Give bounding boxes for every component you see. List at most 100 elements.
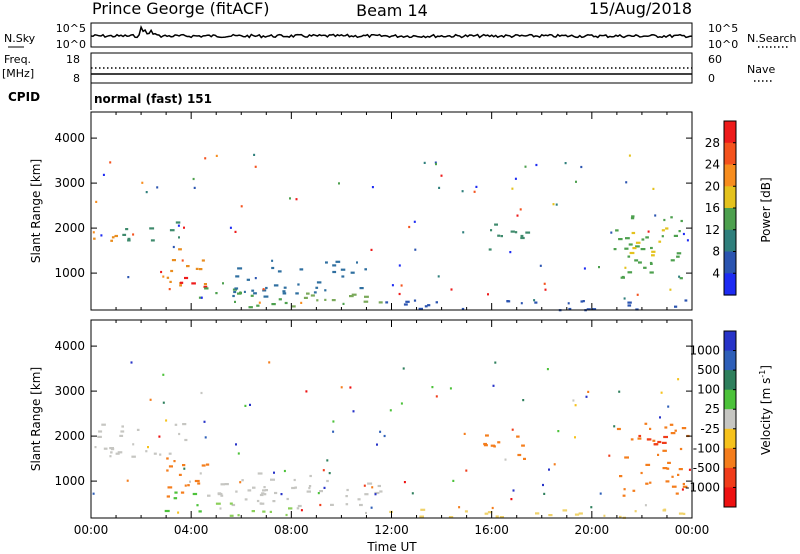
power-y-tick-label: 1000 (54, 266, 85, 280)
velocity-scatter-cell (681, 488, 684, 491)
velocity-echo-cell (173, 497, 178, 500)
power-scatter-cell (193, 186, 196, 189)
power-scatter-cell (575, 180, 577, 183)
power-echo-cell (316, 299, 319, 302)
velocity-echo-cell (294, 486, 297, 489)
velocity-scatter-cell (504, 458, 507, 461)
power-scatter-cell (414, 248, 417, 251)
velocity-echo-cell (178, 473, 182, 476)
power-scatter-cell (636, 293, 639, 296)
velocity-echo-cell (132, 443, 135, 446)
velocity-echo-cell (173, 460, 176, 463)
power-echo-cell (591, 308, 597, 311)
velocity-echo-cell (495, 515, 499, 518)
velocity-scatter-cell (660, 391, 663, 394)
velocity-echo-cell (259, 502, 262, 505)
velocity-echo-cell (184, 438, 188, 442)
power-echo-cell (324, 298, 327, 301)
power-scatter-cell (533, 299, 536, 302)
velocity-echo-cell (624, 456, 629, 459)
power-echo-cell (263, 295, 269, 298)
nave-right-label: Nave (747, 63, 775, 76)
velocity-echo-cell (182, 464, 186, 467)
velocity-echo-cell (145, 450, 148, 453)
power-scatter-cell (141, 181, 144, 184)
velocity-echo-cell (98, 430, 103, 433)
power-scatter-cell (624, 266, 627, 269)
velocity-echo-cell (523, 457, 526, 460)
velocity-scatter-cell (352, 410, 355, 413)
power-echo-cell (413, 299, 417, 302)
velocity-echo-cell (653, 443, 658, 446)
velocity-scatter-cell (553, 463, 556, 466)
velocity-echo-cell (671, 485, 677, 488)
power-scatter-cell (102, 173, 105, 176)
power-colorbar-tick-label: 8 (712, 245, 720, 259)
power-echo-cell (232, 294, 235, 298)
velocity-echo-cell (265, 489, 268, 492)
x-tick-label: 00:00 (675, 523, 710, 537)
velocity-scatter-cell (494, 361, 497, 364)
power-echo-cell (110, 239, 113, 242)
velocity-scatter-cell (365, 511, 367, 515)
velocity-echo-cell (272, 500, 276, 503)
velocity-scatter-cell (332, 430, 335, 433)
power-echo-cell (243, 290, 246, 293)
velocity-echo-cell (286, 497, 289, 501)
power-echo-cell (385, 301, 389, 304)
velocity-scatter-cell (546, 368, 549, 371)
power-echo-cell (613, 248, 617, 251)
velocity-scatter-cell (244, 404, 247, 407)
velocity-colorbar-label-sup: -1 (758, 370, 767, 378)
velocity-echo-cell (199, 472, 202, 475)
power-scatter-cell (253, 153, 256, 156)
velocity-echo-cell (197, 482, 201, 485)
velocity-echo-cell (201, 464, 206, 467)
velocity-echo-cell (677, 473, 680, 476)
date-title: 15/Aug/2018 (589, 0, 692, 18)
velocity-echo-cell (159, 453, 162, 456)
velocity-echo-cell (490, 444, 495, 447)
velocity-colorbar-swatch (724, 370, 736, 391)
power-echoes (92, 153, 689, 312)
velocity-scatter-cell (219, 507, 222, 510)
power-echo-cell (235, 275, 240, 278)
power-scatter-cell (555, 203, 558, 206)
velocity-scatter-cell (677, 378, 680, 381)
power-echo-cell (638, 261, 642, 264)
power-echo-cell (661, 235, 664, 238)
velocity-echo-cell (306, 490, 311, 493)
velocity-echo-cell (487, 511, 493, 514)
power-echo-cell (150, 239, 155, 242)
power-echo-cell (179, 281, 184, 284)
velocity-scatter-cell (458, 506, 461, 509)
velocity-echo-cell (483, 442, 487, 446)
power-echo-cell (618, 238, 623, 241)
power-echo-cell (262, 289, 267, 292)
power-echo-cell (435, 301, 438, 304)
power-scatter-cell (678, 275, 681, 278)
power-echo-cell (295, 292, 299, 295)
power-echo-cell (271, 303, 276, 306)
velocity-scatter-cell (402, 367, 405, 370)
velocity-colorbar-tick-label: -100 (693, 441, 720, 455)
power-scatter-cell (177, 224, 180, 227)
power-echo-cell (127, 237, 131, 240)
velocity-echo-cell (574, 513, 580, 516)
velocity-echo-cell (683, 512, 686, 515)
velocity-scatter-cell (510, 498, 513, 501)
noise-left-tick-top: 10^5 (56, 22, 86, 35)
power-echo-cell (424, 305, 428, 308)
power-echo-cell (335, 260, 341, 263)
velocity-echo-cell (167, 486, 173, 489)
velocity-y-axis-label: Slant Range [km] (29, 367, 43, 471)
velocity-scatter-cell (383, 434, 386, 438)
power-scatter-cell (295, 198, 298, 201)
velocity-echo-cell (374, 491, 380, 495)
power-colorbar-tick-label: 28 (705, 136, 720, 150)
power-y-axis: 1000 2000 3000 4000 (54, 112, 693, 310)
power-echo-cell (665, 227, 669, 230)
power-scatter-cell (438, 186, 441, 189)
velocity-echo-cell (640, 471, 643, 475)
power-scatter-cell (511, 187, 514, 190)
